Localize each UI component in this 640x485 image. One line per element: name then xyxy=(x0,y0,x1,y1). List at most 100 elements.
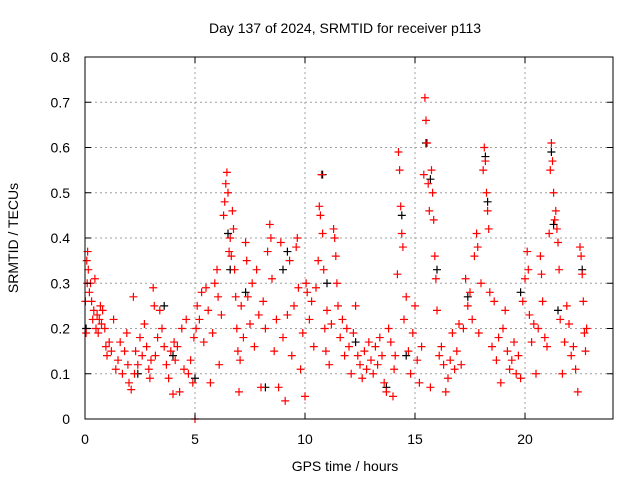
data-point-red xyxy=(525,310,534,319)
data-point-red xyxy=(455,319,463,328)
data-point-red xyxy=(155,306,164,315)
data-point-red xyxy=(524,265,533,274)
data-point-red xyxy=(437,342,446,351)
data-point-red xyxy=(543,342,551,351)
data-point-red xyxy=(573,387,582,396)
data-point-red xyxy=(411,301,419,310)
data-point-red xyxy=(547,138,556,147)
data-point-red xyxy=(397,229,406,238)
data-point-red xyxy=(199,338,208,347)
data-point-red xyxy=(230,265,239,274)
data-point-red xyxy=(577,252,586,261)
data-point-red xyxy=(581,347,590,356)
data-point-red xyxy=(149,283,158,292)
data-point-red xyxy=(186,356,195,365)
data-point-red xyxy=(336,333,345,342)
data-point-red xyxy=(151,351,160,360)
data-point-black xyxy=(191,374,199,383)
data-point-red xyxy=(483,206,492,215)
x-tick-label: 5 xyxy=(191,431,199,447)
data-point-red xyxy=(488,342,496,351)
x-tick-label: 15 xyxy=(407,431,423,447)
data-point-red xyxy=(107,347,116,356)
data-point-red xyxy=(406,369,415,378)
data-point-red xyxy=(371,342,380,351)
data-point-red xyxy=(290,301,298,310)
data-point-red xyxy=(210,279,219,288)
x-tick-label: 20 xyxy=(517,431,533,447)
data-point-red xyxy=(220,197,229,206)
data-point-red xyxy=(494,333,503,342)
data-point-red xyxy=(576,243,584,252)
data-point-red xyxy=(193,301,202,310)
chart-title: Day 137 of 2024, SRMTID for receiver p11… xyxy=(209,20,481,36)
data-point-red xyxy=(479,166,488,175)
data-point-red xyxy=(474,329,483,338)
data-point-red xyxy=(554,238,562,247)
data-point-red xyxy=(103,351,111,360)
y-tick-label: 0.8 xyxy=(51,49,71,65)
data-point-red xyxy=(170,338,179,347)
data-point-black xyxy=(483,197,492,206)
data-point-black xyxy=(547,148,556,157)
data-point-black xyxy=(351,338,360,347)
data-point-red xyxy=(184,369,193,378)
data-point-red xyxy=(417,342,426,351)
data-point-red xyxy=(84,265,93,274)
data-point-red xyxy=(164,374,173,383)
axis-ticks: 0 0.1 0.2 0.3 0.4 0.5 0.6 0.7 0.8 0 5 10 15 20 xyxy=(51,49,613,447)
data-point-red xyxy=(426,383,435,392)
data-point-red xyxy=(551,206,560,215)
data-point-red xyxy=(166,347,175,356)
data-point-red xyxy=(204,306,213,315)
data-point-red xyxy=(127,385,136,394)
data-point-red xyxy=(307,297,316,306)
data-point-red xyxy=(501,306,510,315)
data-point-red xyxy=(477,279,485,288)
data-point-red xyxy=(171,356,180,365)
data-point-red xyxy=(396,202,405,211)
data-point-red xyxy=(173,342,182,351)
data-point-red xyxy=(485,288,494,297)
data-point-red xyxy=(140,319,149,328)
data-point-red xyxy=(532,369,540,378)
data-point-red xyxy=(162,360,171,369)
data-point-red xyxy=(301,392,309,401)
data-point-red xyxy=(330,234,339,242)
data-point-red xyxy=(317,170,326,179)
data-point-red xyxy=(309,342,318,351)
data-point-red xyxy=(197,288,206,297)
data-point-red xyxy=(123,360,132,369)
data-point-red xyxy=(266,234,275,242)
data-point-black xyxy=(402,351,411,360)
data-point-red xyxy=(153,333,162,342)
data-point-red xyxy=(226,234,235,242)
data-point-red xyxy=(296,365,305,374)
data-point-red xyxy=(393,270,402,279)
data-point-red xyxy=(263,247,272,256)
data-point-red xyxy=(518,297,527,306)
data-point-red xyxy=(400,315,408,324)
data-point-red xyxy=(459,324,468,333)
data-point-red xyxy=(419,170,428,179)
data-point-red xyxy=(433,306,441,315)
x-tick-label: 10 xyxy=(297,431,313,447)
data-point-red xyxy=(95,315,104,324)
data-point-red xyxy=(503,347,512,356)
series-black xyxy=(82,138,587,392)
data-point-red xyxy=(375,333,384,342)
data-point-red xyxy=(287,351,296,360)
data-point-red xyxy=(521,274,529,283)
data-point-red xyxy=(342,324,351,333)
data-point-red xyxy=(242,256,251,265)
y-tick-label: 0.3 xyxy=(51,275,71,291)
data-point-red xyxy=(316,211,325,220)
data-point-red xyxy=(415,378,424,387)
data-point-red xyxy=(490,297,499,306)
data-point-red xyxy=(125,378,133,387)
data-point-red xyxy=(463,301,472,310)
data-point-red xyxy=(364,338,373,347)
data-point-red xyxy=(537,270,546,279)
data-point-red xyxy=(233,347,242,356)
data-point-red xyxy=(423,138,432,147)
